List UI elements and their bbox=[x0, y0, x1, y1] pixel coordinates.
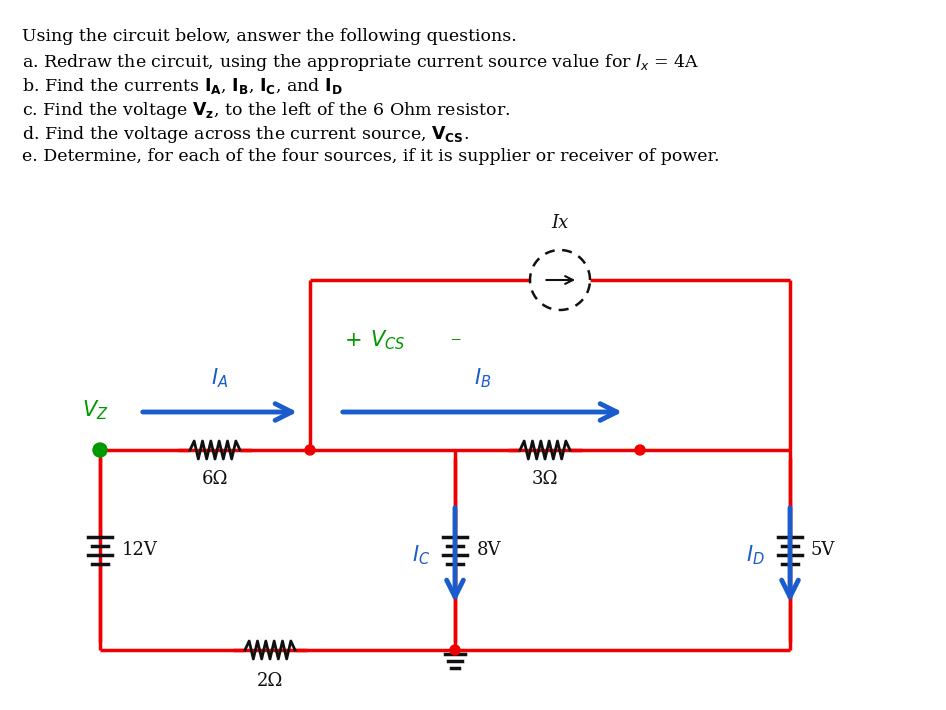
Text: c. Find the voltage $\mathbf{V_z}$, to the left of the 6 Ohm resistor.: c. Find the voltage $\mathbf{V_z}$, to t… bbox=[22, 100, 510, 121]
Text: 12V: 12V bbox=[122, 541, 158, 559]
Circle shape bbox=[450, 645, 460, 655]
Text: 2Ω: 2Ω bbox=[256, 672, 283, 690]
Text: $V_{CS}$: $V_{CS}$ bbox=[370, 328, 405, 351]
Circle shape bbox=[305, 445, 315, 455]
Text: $I_D$: $I_D$ bbox=[746, 543, 765, 567]
Text: 8V: 8V bbox=[477, 541, 501, 559]
Text: 6Ω: 6Ω bbox=[201, 470, 228, 488]
Text: $I_A$: $I_A$ bbox=[211, 366, 229, 390]
Text: +: + bbox=[345, 330, 362, 349]
Text: 3Ω: 3Ω bbox=[532, 470, 558, 488]
Text: $V_Z$: $V_Z$ bbox=[81, 398, 108, 422]
Circle shape bbox=[635, 445, 645, 455]
Text: $I_C$: $I_C$ bbox=[412, 543, 430, 567]
Text: b. Find the currents $\mathbf{I_A}$, $\mathbf{I_B}$, $\mathbf{I_C}$, and $\mathb: b. Find the currents $\mathbf{I_A}$, $\m… bbox=[22, 76, 342, 96]
Text: Using the circuit below, answer the following questions.: Using the circuit below, answer the foll… bbox=[22, 28, 517, 45]
Text: d. Find the voltage across the current source, $\mathbf{V_{CS}}$.: d. Find the voltage across the current s… bbox=[22, 124, 469, 145]
Text: a. Redraw the circuit, using the appropriate current source value for $\mathit{I: a. Redraw the circuit, using the appropr… bbox=[22, 52, 700, 73]
Text: –: – bbox=[450, 330, 461, 349]
Text: Ix: Ix bbox=[552, 214, 569, 232]
Text: 5V: 5V bbox=[810, 541, 834, 559]
Circle shape bbox=[93, 443, 107, 457]
Text: $I_B$: $I_B$ bbox=[474, 366, 491, 390]
Text: e. Determine, for each of the four sources, if it is supplier or receiver of pow: e. Determine, for each of the four sourc… bbox=[22, 148, 720, 165]
